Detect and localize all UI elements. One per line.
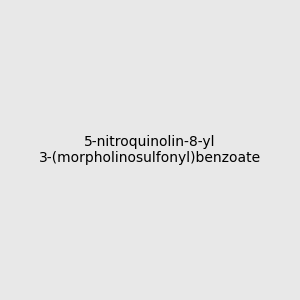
Text: 5-nitroquinolin-8-yl
3-(morpholinosulfonyl)benzoate: 5-nitroquinolin-8-yl 3-(morpholinosulfon… — [39, 135, 261, 165]
